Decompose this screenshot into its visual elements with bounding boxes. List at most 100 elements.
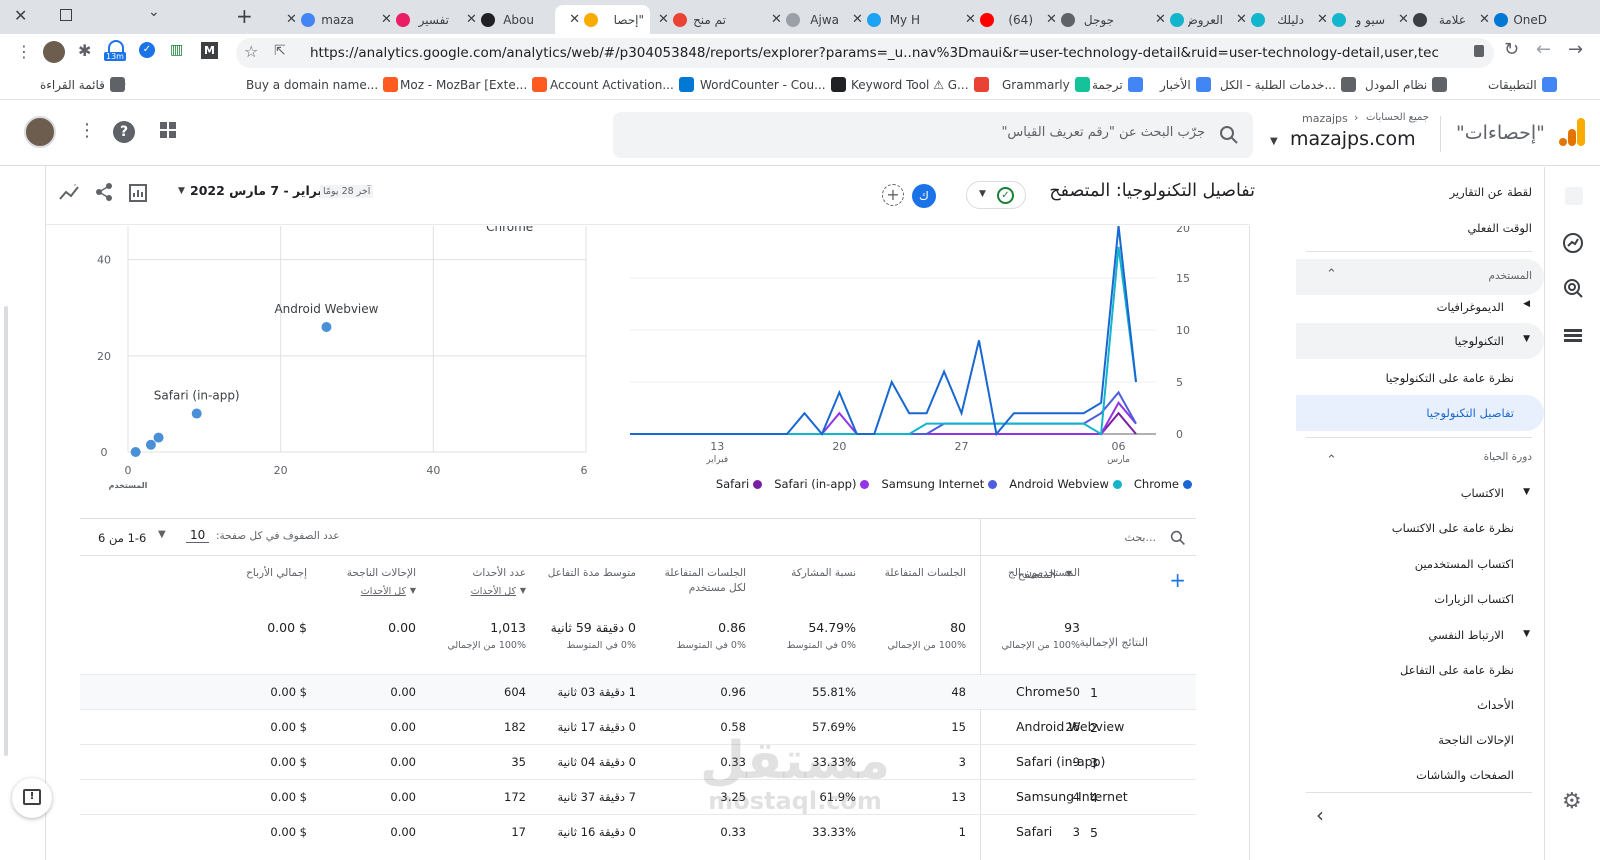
column-header-revenue[interactable]: إجمالي الأرباح: [246, 567, 307, 579]
nav-lifecycle[interactable]: دورة الحياة: [1483, 451, 1532, 463]
nav-acquisition[interactable]: الاكتساب: [1460, 486, 1504, 500]
nav-technology[interactable]: التكنولوجيا ▼: [1296, 323, 1544, 359]
bookmark-item[interactable]: Moz - MozBar [Exte...: [400, 77, 548, 92]
nav-tech-details[interactable]: تفاصيل التكنولوجيا: [1296, 395, 1544, 431]
date-dropdown-icon[interactable]: ▼: [178, 186, 185, 196]
browser-tab[interactable]: تم منح ✕: [652, 5, 732, 34]
more-vert-icon[interactable]: ⋮: [78, 120, 96, 141]
nav-user-acq[interactable]: اكتساب المستخدمين: [1414, 557, 1514, 571]
minimize-window-icon[interactable]: ⌄: [148, 4, 160, 20]
browser-tab[interactable]: Ajwa ✕: [765, 5, 845, 34]
insights-icon[interactable]: [58, 183, 80, 203]
browser-tab[interactable]: علامة ✕: [1392, 5, 1472, 34]
address-bar[interactable]: ☆ ⇱ https://analytics.google.com/analyti…: [236, 38, 1494, 68]
vertical-scrollbar[interactable]: [4, 306, 8, 756]
table-row[interactable]: 2 Android Webview 0.00 $ 0.00 182 0 دقيقة 17 …: [80, 709, 1196, 744]
forward-icon[interactable]: ←: [1536, 39, 1552, 60]
share-icon[interactable]: [94, 182, 114, 202]
table-row[interactable]: 1 Chrome 0.00 $ 0.00 604 1 دقيقة 03 ثانية 0.96…: [80, 674, 1196, 709]
tab-close-icon[interactable]: ✕: [1317, 12, 1328, 27]
close-window-icon[interactable]: ✕: [14, 6, 28, 25]
table-row[interactable]: 5 Safari 0.00 $ 0.00 17 0 دقيقة 16 ثانية 0.33 3…: [80, 814, 1196, 849]
rows-per-page-dropdown-icon[interactable]: ▼: [158, 529, 166, 540]
browser-tab[interactable]: تفسير ✕: [375, 5, 455, 34]
bookmark-item[interactable]: Account Activation...: [550, 77, 694, 92]
bookmark-item[interactable]: ترجمة: [1092, 77, 1143, 92]
nav-tech-overview[interactable]: نظرة عامة على التكنولوجيا: [1385, 371, 1514, 385]
browser-tab[interactable]: دليلك ✕: [1230, 5, 1310, 34]
bookmark-item[interactable]: Grammarly: [1002, 77, 1090, 92]
column-header-eng-sessions[interactable]: الجلسات المتفاعلة: [884, 567, 966, 579]
browser-tab[interactable]: سيو و ✕: [1311, 5, 1391, 34]
nav-conversions[interactable]: الإحالات الناجحة: [1438, 733, 1514, 747]
tab-close-icon[interactable]: ✕: [1398, 12, 1409, 27]
legend-item[interactable]: Chrome: [1134, 476, 1192, 492]
tab-close-icon[interactable]: ✕: [1236, 12, 1247, 27]
nav-events[interactable]: الأحداث: [1477, 698, 1514, 712]
explore-icon[interactable]: [1562, 277, 1584, 299]
legend-item[interactable]: Safari: [716, 476, 763, 492]
nav-pages[interactable]: الصفحات والشاشات: [1416, 768, 1514, 782]
add-dimension-icon[interactable]: +: [1169, 568, 1186, 592]
settings-gear-icon[interactable]: ⚙: [1562, 789, 1582, 814]
bookmark-item[interactable]: قائمة القراءة: [40, 77, 125, 92]
tab-close-icon[interactable]: ✕: [1155, 12, 1166, 27]
extensions-puzzle-icon[interactable]: ✱: [78, 41, 92, 60]
reports-icon[interactable]: [1562, 232, 1584, 254]
profile-avatar[interactable]: [43, 41, 65, 63]
legend-item[interactable]: Safari (in-app): [774, 476, 870, 492]
bookmark-item[interactable]: نظام المودل: [1365, 77, 1448, 92]
bookmark-item[interactable]: Buy a domain name...: [246, 77, 399, 92]
nav-lifecycle-collapse-icon[interactable]: ⌃: [1326, 453, 1337, 468]
nav-acq-overview[interactable]: نظرة عامة على الاكتساب: [1391, 521, 1514, 535]
legend-item[interactable]: Samsung Internet: [881, 476, 998, 492]
restore-window-icon[interactable]: [60, 9, 72, 21]
tab-close-icon[interactable]: ✕: [1479, 12, 1490, 27]
browser-tab[interactable]: My H ✕: [846, 5, 926, 34]
nav-traffic-acq[interactable]: اكتساب الزيارات: [1434, 592, 1514, 606]
tab-close-icon[interactable]: ✕: [965, 12, 976, 27]
tab-close-icon[interactable]: ✕: [658, 12, 669, 27]
menu-dots-icon[interactable]: ⋮: [16, 42, 32, 61]
add-comparison-icon[interactable]: +: [882, 184, 904, 206]
row-dimension-name[interactable]: Chrome: [1016, 684, 1066, 699]
column-header-sub[interactable]: كل الأحداث: [470, 586, 516, 597]
reload-icon[interactable]: ↻: [1504, 39, 1520, 60]
property-dropdown-icon[interactable]: ▼: [1270, 136, 1278, 147]
user-avatar[interactable]: [24, 116, 56, 148]
nav-demographics-expand-icon[interactable]: ◀: [1523, 299, 1530, 309]
ga-search-bar[interactable]: جرّب البحث عن "رقم تعريف القياس": [613, 112, 1253, 158]
tab-close-icon[interactable]: ✕: [286, 12, 297, 27]
new-tab-icon[interactable]: +: [236, 4, 253, 28]
rows-per-page-value[interactable]: 10: [186, 528, 210, 543]
bookmark-item[interactable]: التطبيقات: [1488, 77, 1557, 92]
column-header-eng-per-user[interactable]: الجلسات المتفاعلة لكل مستخدم: [664, 567, 746, 594]
tab-close-icon[interactable]: ✕: [771, 12, 782, 27]
status-chip[interactable]: ▼ ✓: [966, 181, 1026, 209]
nav-realtime[interactable]: الوقت الفعلي: [1467, 221, 1532, 235]
row-dimension-name[interactable]: Safari (in-app): [1016, 754, 1106, 769]
column-header-events[interactable]: عدد الأحداث: [472, 567, 527, 579]
row-dimension-name[interactable]: Safari: [1016, 824, 1053, 839]
column-header-eng-rate[interactable]: نسبة المشاركة: [791, 567, 856, 579]
lock-icon[interactable]: [1474, 45, 1484, 57]
sub-dropdown-icon[interactable]: ▼: [519, 586, 526, 595]
column-header-users[interactable]: المستخدمون الج: [1007, 567, 1080, 579]
bookmark-item[interactable]: Keyword Tool ⚠ G...: [851, 77, 989, 92]
legend-item[interactable]: Android Webview: [1009, 476, 1122, 492]
extension-speed-icon[interactable]: 13m: [104, 40, 128, 64]
help-icon[interactable]: ?: [113, 121, 135, 143]
browser-tab[interactable]: "إحصا ✕: [555, 5, 650, 34]
tab-close-icon[interactable]: ✕: [381, 12, 392, 27]
column-header-sub[interactable]: كل الأحداث: [360, 586, 406, 597]
tab-close-icon[interactable]: ✕: [569, 12, 580, 27]
apps-grid-icon[interactable]: [160, 122, 176, 138]
nav-reports-snapshot[interactable]: لقطة عن التقارير: [1449, 185, 1532, 199]
bookmark-item[interactable]: الأخبار: [1160, 77, 1211, 92]
column-header-avg-time[interactable]: متوسط مدة التفاعل: [547, 567, 636, 579]
back-icon[interactable]: →: [1568, 39, 1584, 60]
bar-chart-extension-icon[interactable]: ▥: [170, 42, 184, 58]
nav-engagement-expand-icon[interactable]: ▼: [1523, 629, 1530, 639]
nav-eng-overview[interactable]: نظرة عامة على التفاعل: [1400, 663, 1514, 677]
share-page-icon[interactable]: ⇱: [274, 43, 286, 59]
